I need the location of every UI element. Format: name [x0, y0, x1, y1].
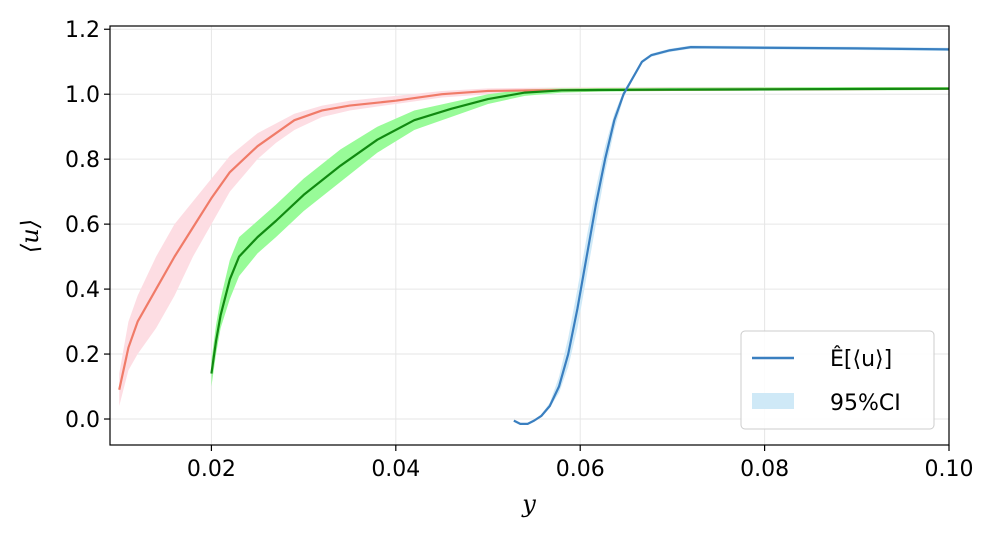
legend-band-label: 95%CI [830, 391, 901, 416]
y-tick-label: 0.4 [65, 278, 100, 303]
legend-line-label: Ê[⟨u⟩] [830, 346, 892, 372]
legend-band-swatch [752, 393, 794, 409]
plot-frame [109, 25, 950, 446]
mean-line-1 [210, 87, 949, 374]
series-bands [119, 45, 949, 424]
y-tick-label: 0.8 [65, 148, 100, 173]
y-tick-label: 0.0 [65, 408, 100, 433]
y-axis-label: ⟨u⟩ [16, 219, 44, 253]
x-tick-label: 0.06 [556, 457, 605, 482]
x-tick-label: 0.10 [925, 457, 974, 482]
x-tick-label: 0.08 [740, 457, 789, 482]
mean-line-2 [513, 46, 949, 425]
x-tick-label: 0.02 [187, 457, 236, 482]
series-lines [118, 46, 949, 425]
legend: Ê[⟨u⟩] 95%CI [740, 330, 935, 430]
y-tick-label: 0.2 [65, 343, 100, 368]
y-tick-label: 0.6 [65, 213, 100, 238]
y-axis: 0.0 0.2 0.4 0.6 0.8 1.0 1.2 [65, 18, 110, 433]
y-tick-label: 1.0 [65, 83, 100, 108]
ci-band-2 [513, 45, 949, 424]
x-axis: 0.02 0.04 0.06 0.08 0.10 [187, 445, 974, 482]
y-tick-label: 1.2 [65, 18, 100, 43]
x-axis-label: y [521, 490, 536, 518]
x-tick-label: 0.04 [371, 457, 420, 482]
